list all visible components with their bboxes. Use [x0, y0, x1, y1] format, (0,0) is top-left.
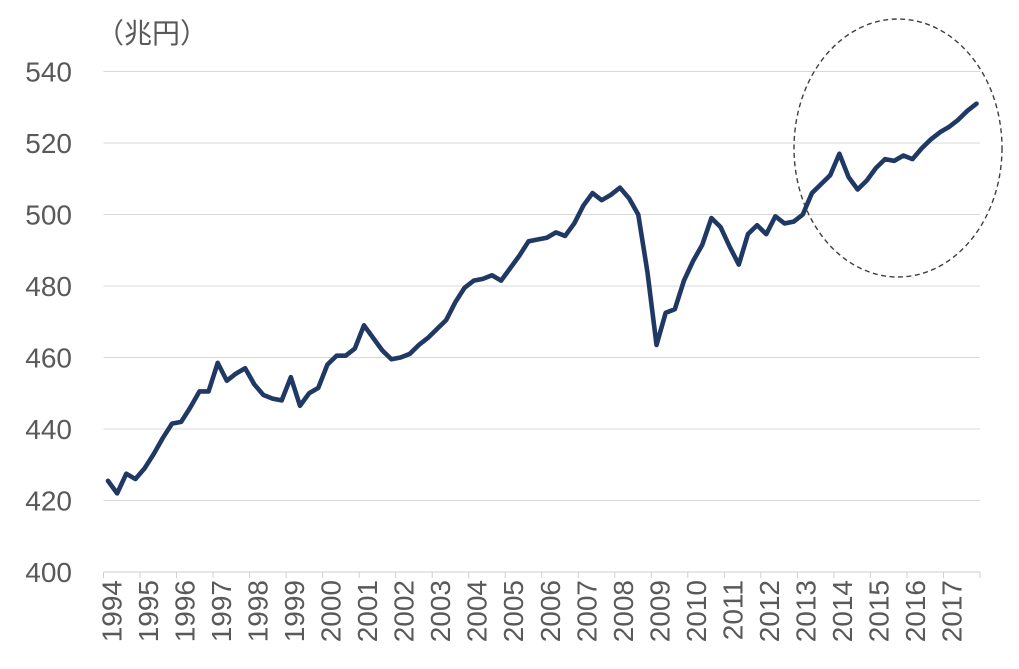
y-axis-tick-label: 500 [25, 200, 72, 231]
x-axis-year-label: 2003 [425, 580, 456, 642]
x-axis-year-label: 2002 [389, 580, 420, 642]
x-axis-year-label: 2012 [754, 580, 785, 642]
gdp-line-series [105, 101, 979, 496]
highlight-ellipse-annotation [793, 18, 1003, 278]
x-axis-year-label: 2014 [827, 580, 858, 642]
x-axis-year-label: 2008 [608, 580, 639, 642]
x-axis-year-label: 1998 [243, 580, 274, 642]
x-axis-year-label: 2017 [936, 580, 967, 642]
x-axis-year-label: 2000 [316, 580, 347, 642]
x-axis-year-label: 2006 [535, 580, 566, 642]
x-axis-year-label: 1997 [206, 580, 237, 642]
x-axis-year-label: 2005 [498, 580, 529, 642]
y-axis-tick-label: 440 [25, 414, 72, 445]
x-axis-year-label: 1994 [97, 580, 128, 642]
x-axis-year-label: 1996 [170, 580, 201, 642]
y-axis-unit-label: （兆円） [96, 18, 209, 49]
x-axis-year-label: 2009 [644, 580, 675, 642]
x-axis-year-label: 2011 [717, 580, 748, 640]
x-axis-year-label: 2007 [571, 580, 602, 642]
y-axis-tick-label: 420 [25, 486, 72, 517]
x-axis-year-label: 1999 [279, 580, 310, 642]
y-axis-tick-label: 480 [25, 271, 72, 302]
y-axis-tick-label: 540 [25, 57, 72, 88]
x-axis-year-label: 2016 [900, 580, 931, 642]
y-axis-tick-label: 520 [25, 128, 72, 159]
x-axis-year-label: 2010 [681, 580, 712, 642]
x-axis-year-label: 2013 [790, 580, 821, 642]
y-axis-tick-label: 460 [25, 343, 72, 374]
x-axis-year-label: 1995 [133, 580, 164, 642]
x-axis-year-label: 2015 [863, 580, 894, 642]
x-axis-year-label: 2004 [462, 580, 493, 642]
x-axis-year-label: 2001 [352, 580, 383, 642]
y-axis-tick-label: 400 [25, 557, 72, 588]
